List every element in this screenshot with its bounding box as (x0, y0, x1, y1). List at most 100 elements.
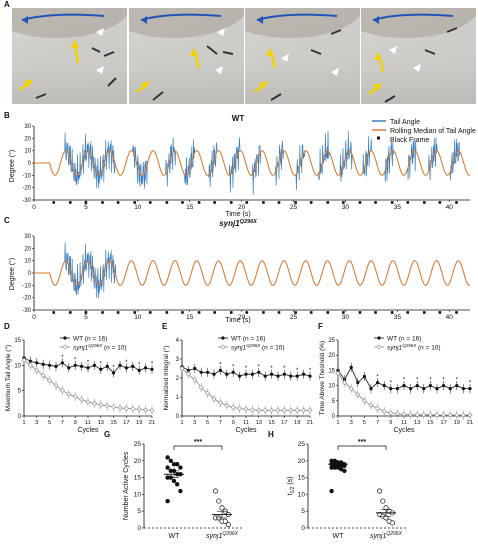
wt-point (131, 364, 135, 368)
wt-point (342, 463, 347, 469)
y-tick-label: 0 (28, 161, 32, 167)
mutant-point (355, 392, 361, 398)
wt-point (468, 387, 472, 391)
wt-point (342, 468, 347, 474)
significance-star: * (151, 361, 154, 367)
x-tick-label: 9 (232, 420, 235, 426)
wt-point (99, 367, 103, 371)
x-tick-label: 15 (186, 204, 194, 211)
x-tick-label: 0 (32, 314, 36, 321)
mutant-point (388, 410, 394, 416)
black-frame-marker (133, 201, 136, 204)
wt-point (48, 363, 52, 367)
wt-point (376, 380, 380, 385)
x-tick-label: 1 (180, 420, 183, 426)
black-frame-marker (309, 201, 313, 204)
y-tick-label: 20 (24, 246, 31, 252)
x-tick-label: 17 (123, 420, 129, 426)
wt-point (428, 384, 432, 388)
mutant-point (342, 380, 348, 386)
mutant-point (219, 505, 225, 511)
x-tick-label: 15 (110, 420, 116, 426)
significance-star: * (61, 355, 64, 361)
mutant-point (441, 412, 447, 418)
tail-angle-wt-chart: WT Degree (°) Time (s) Tail Angle Rollin… (8, 114, 476, 218)
black-frame-marker (309, 311, 313, 314)
legend-mut-label: synj1Q296X (n = 10) (231, 343, 285, 352)
x-tick-label: 30 (342, 314, 350, 321)
y-axis-label: Number Active Cycles (123, 451, 130, 520)
y-tick-label: 20 (134, 458, 142, 465)
x-tick-label: 20 (238, 314, 246, 321)
y-tick-label: 4 (176, 338, 180, 344)
legend-wt-label: WT (n = 16) (387, 336, 421, 343)
mutant-point (301, 407, 307, 413)
mutant-point (192, 377, 198, 383)
x-tick-label: 19 (454, 420, 460, 426)
wt-point (295, 374, 299, 378)
x-tick-label: 19 (294, 420, 300, 426)
mutant-point (123, 405, 129, 411)
y-tick-label: 30 (24, 124, 31, 130)
mutant-point (434, 412, 440, 418)
wt-point (302, 372, 306, 376)
significance-star: * (296, 368, 299, 374)
black-frame-marker (342, 201, 345, 204)
significance-star: * (125, 360, 128, 366)
legend-wt-marker (377, 336, 381, 340)
mutant-point (256, 407, 262, 413)
significance-star: * (403, 378, 406, 384)
mutant-point (104, 403, 110, 409)
x-tick-label: 17 (281, 420, 287, 426)
wt-point (124, 366, 128, 370)
x-tick-label: 13 (256, 420, 262, 426)
black-frame-marker (406, 201, 410, 204)
wt-point (332, 465, 337, 470)
panel-label-e: E (162, 322, 168, 331)
significance-star: * (232, 364, 235, 370)
y-tick-label: 25 (298, 441, 306, 448)
mutant-point (381, 408, 387, 414)
mutant-point (111, 404, 117, 410)
wt-point (165, 498, 170, 504)
wt-point (73, 363, 77, 367)
significance-star: * (87, 360, 90, 366)
mutant-point (143, 407, 149, 413)
x-tick-label: 40 (446, 204, 454, 211)
x-tick-label: 10 (134, 314, 142, 321)
mutant-point (225, 522, 231, 528)
black-frame-marker (374, 201, 377, 204)
legend-wt-label: WT (n = 16) (231, 336, 265, 343)
wt-point (409, 387, 413, 391)
significance-star: * (309, 368, 312, 374)
x-tick-label: 9 (389, 420, 392, 426)
legend-wt-marker (221, 336, 225, 340)
wt-point (435, 387, 439, 391)
mutant-point (21, 357, 27, 363)
black-frame-marker (374, 311, 377, 314)
significance-star: * (258, 364, 261, 370)
mutant-point (205, 390, 211, 396)
black-frame-marker (438, 311, 442, 314)
mutant-point (401, 411, 407, 417)
significance-star: * (219, 362, 222, 368)
wt-point (165, 465, 170, 470)
wt-point (105, 364, 109, 368)
legend-mut-marker (62, 344, 68, 350)
wt-point (112, 371, 116, 375)
mutant-point (269, 407, 275, 413)
y-tick-label: -30 (22, 198, 31, 204)
x-tick-label: 3 (193, 420, 196, 426)
x-tick-label: 25 (290, 314, 298, 321)
category-label-wt: WT (333, 533, 345, 540)
wt-point (402, 384, 406, 388)
wt-point (150, 367, 154, 371)
x-tick-label: 35 (394, 314, 402, 321)
y-tick-label: 15 (134, 475, 142, 482)
black-frame-marker (390, 201, 394, 204)
black-frame-marker (326, 311, 330, 314)
wt-point (276, 374, 280, 378)
wt-point (212, 372, 216, 376)
black-frame-marker (262, 201, 265, 204)
rolling-median-line (34, 260, 471, 286)
